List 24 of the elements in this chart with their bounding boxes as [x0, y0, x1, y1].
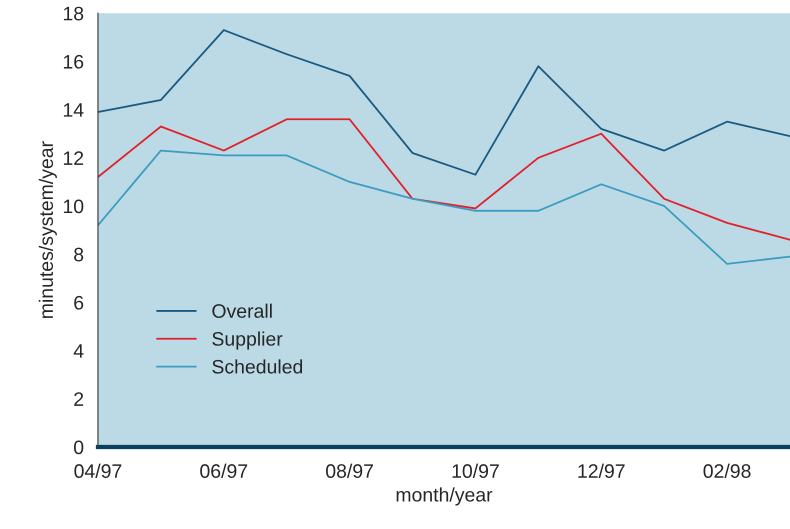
y-tick-label: 6	[74, 296, 84, 310]
x-tick-label: 06/97	[200, 464, 248, 478]
x-tick-label: 04/97	[74, 464, 122, 478]
y-tick-label: 14	[64, 103, 84, 117]
y-tick-label: 10	[64, 199, 84, 214]
y-tick-label: 8	[74, 248, 84, 262]
legend-label: Supplier	[212, 331, 282, 350]
x-tick-label: 12/97	[578, 464, 625, 478]
x-tick-label: 10/97	[452, 464, 499, 478]
y-axis-title: minutes/system/year	[38, 141, 57, 318]
line-series	[98, 118, 790, 241]
line-series	[98, 29, 790, 176]
legend-label: Overall	[212, 304, 272, 318]
x-tick-label: 08/97	[326, 464, 373, 478]
legend-label: Scheduled	[212, 359, 302, 374]
y-tick-label: 12	[64, 151, 84, 165]
y-tick-label: 0	[74, 440, 84, 454]
y-tick-label: 18	[64, 6, 84, 20]
y-tick-label: 16	[64, 54, 84, 69]
line-series	[98, 150, 790, 265]
x-tick-label: 02/98	[704, 464, 751, 478]
y-tick-label: 2	[74, 392, 84, 406]
x-axis-title: month/year	[396, 487, 492, 506]
y-tick-label: 4	[74, 344, 84, 358]
